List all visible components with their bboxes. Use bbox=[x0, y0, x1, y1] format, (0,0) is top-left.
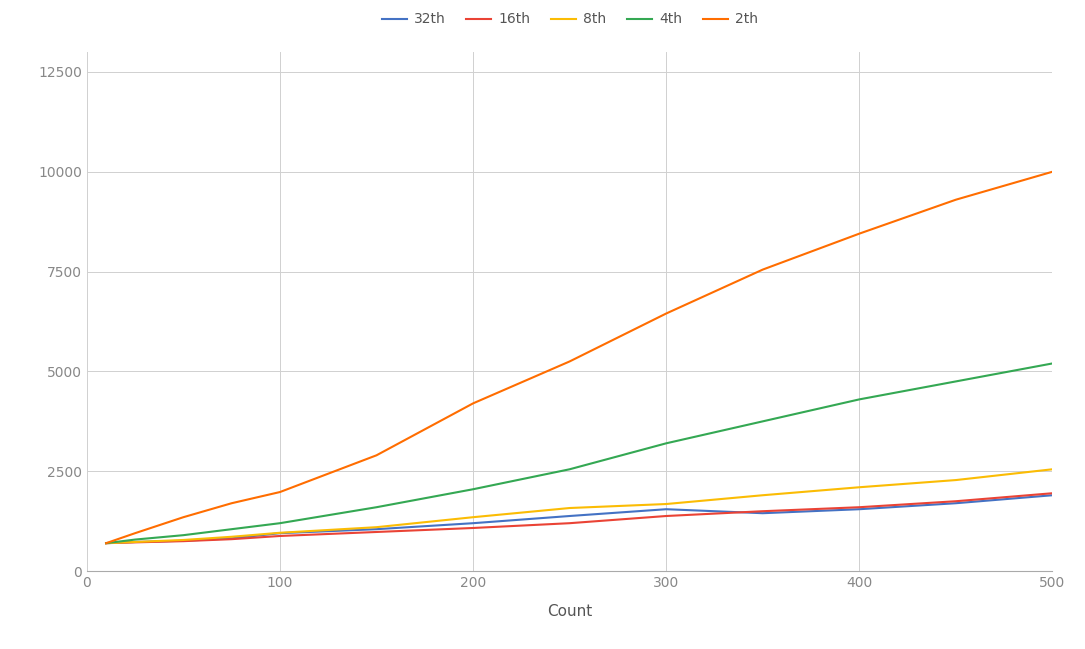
Line: 2th: 2th bbox=[106, 172, 1052, 543]
2th bbox=[467, 400, 480, 408]
2th bbox=[100, 539, 113, 547]
8th bbox=[949, 476, 962, 484]
4th bbox=[853, 395, 866, 403]
8th bbox=[1046, 465, 1059, 473]
8th bbox=[100, 539, 113, 547]
2th bbox=[273, 488, 286, 496]
16th bbox=[1046, 489, 1059, 497]
32th bbox=[467, 519, 480, 527]
16th bbox=[660, 512, 673, 520]
8th bbox=[226, 533, 239, 541]
8th bbox=[177, 536, 190, 544]
16th bbox=[563, 519, 576, 527]
4th bbox=[563, 465, 576, 473]
32th bbox=[756, 509, 769, 517]
2th bbox=[949, 196, 962, 204]
4th bbox=[660, 439, 673, 447]
Line: 4th: 4th bbox=[106, 363, 1052, 543]
4th bbox=[273, 519, 286, 527]
32th bbox=[100, 539, 113, 547]
32th bbox=[129, 538, 141, 546]
16th bbox=[467, 524, 480, 532]
4th bbox=[100, 539, 113, 547]
4th bbox=[177, 532, 190, 539]
32th bbox=[226, 535, 239, 543]
8th bbox=[853, 484, 866, 491]
2th bbox=[370, 452, 383, 459]
2th bbox=[563, 358, 576, 365]
32th bbox=[273, 530, 286, 537]
32th bbox=[660, 506, 673, 513]
2th bbox=[129, 530, 141, 537]
4th bbox=[129, 535, 141, 543]
4th bbox=[370, 504, 383, 511]
32th bbox=[853, 506, 866, 513]
8th bbox=[273, 529, 286, 537]
4th bbox=[226, 525, 239, 533]
2th bbox=[660, 310, 673, 317]
2th bbox=[1046, 168, 1059, 176]
2th bbox=[226, 499, 239, 507]
2th bbox=[177, 513, 190, 521]
X-axis label: Count: Count bbox=[547, 604, 592, 619]
32th bbox=[1046, 491, 1059, 499]
2th bbox=[756, 265, 769, 273]
4th bbox=[756, 417, 769, 425]
8th bbox=[467, 513, 480, 521]
8th bbox=[660, 500, 673, 508]
16th bbox=[853, 504, 866, 511]
Line: 8th: 8th bbox=[106, 469, 1052, 543]
Line: 16th: 16th bbox=[106, 493, 1052, 543]
4th bbox=[467, 485, 480, 493]
8th bbox=[370, 523, 383, 531]
32th bbox=[949, 499, 962, 507]
32th bbox=[563, 512, 576, 520]
4th bbox=[1046, 360, 1059, 367]
8th bbox=[563, 504, 576, 512]
16th bbox=[226, 535, 239, 543]
Line: 32th: 32th bbox=[106, 495, 1052, 543]
32th bbox=[177, 537, 190, 545]
16th bbox=[100, 539, 113, 547]
16th bbox=[756, 508, 769, 515]
16th bbox=[370, 528, 383, 536]
16th bbox=[273, 532, 286, 540]
4th bbox=[949, 378, 962, 386]
8th bbox=[756, 491, 769, 499]
16th bbox=[129, 539, 141, 546]
16th bbox=[177, 537, 190, 545]
32th bbox=[370, 525, 383, 533]
Legend: 32th, 16th, 8th, 4th, 2th: 32th, 16th, 8th, 4th, 2th bbox=[376, 7, 763, 32]
16th bbox=[949, 497, 962, 505]
2th bbox=[853, 230, 866, 238]
8th bbox=[129, 538, 141, 546]
